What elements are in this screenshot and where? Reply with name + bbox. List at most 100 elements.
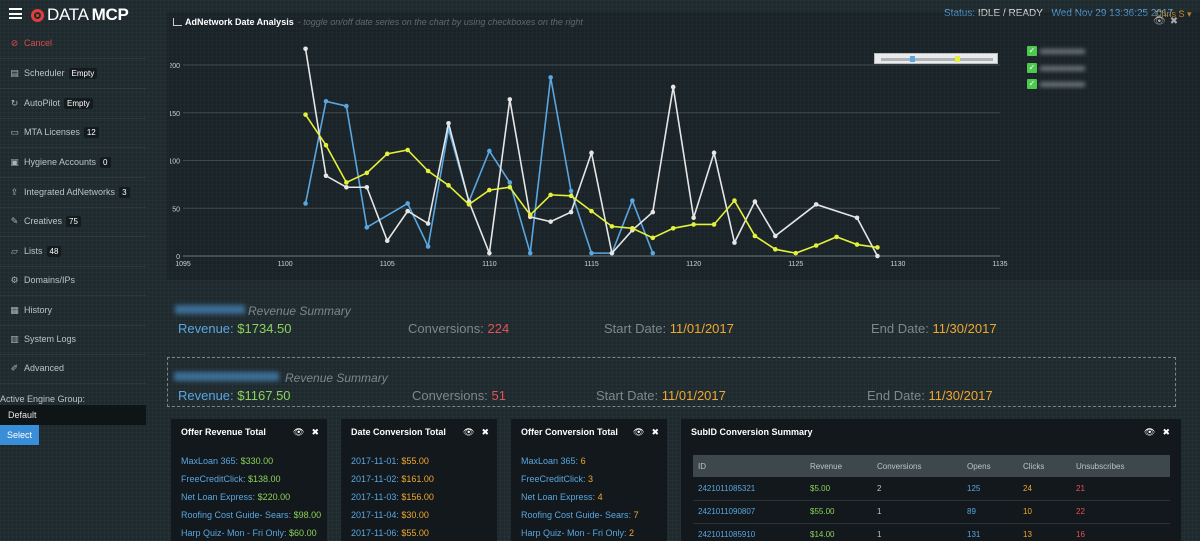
count-badge: 3: [119, 186, 130, 198]
list-item[interactable]: Roofing Cost Guide- Sears: 7: [521, 511, 639, 529]
summary-name-redacted: [174, 372, 279, 381]
list-item[interactable]: 2017-11-04: $30.00: [351, 511, 434, 529]
sidebar-item-cancel[interactable]: ⊘ Cancel: [9, 36, 52, 50]
list-item[interactable]: MaxLoan 365: $330.00: [181, 457, 321, 475]
list-item-label[interactable]: Net Loan Express: [521, 492, 593, 502]
eye-icon[interactable]: 👁: [463, 427, 475, 437]
sidebar-item-creatives[interactable]: ✎ Creatives 75: [9, 214, 81, 228]
column-header[interactable]: Revenue: [805, 455, 872, 477]
separator: :: [284, 528, 290, 538]
column-header[interactable]: Opens: [962, 455, 1018, 477]
checkbox-checked-icon[interactable]: ✓: [1027, 79, 1037, 90]
sidebar-item-history[interactable]: ▦ History: [9, 303, 52, 317]
list-item-label[interactable]: 2017-11-04: [351, 510, 397, 520]
list-item-label[interactable]: Roofing Cost Guide- Sears: [521, 510, 629, 520]
range-handle-start[interactable]: [910, 56, 915, 62]
status-value: IDLE / READY: [977, 8, 1043, 19]
list-item-label[interactable]: Harp Quiz- Mon - Fri Only: [521, 528, 625, 538]
table-cell[interactable]: 2421011085321: [693, 477, 805, 501]
list-item-label[interactable]: 2017-11-01: [351, 456, 397, 466]
column-header[interactable]: ID: [693, 455, 805, 477]
series-toggle-3[interactable]: ✓: [1027, 78, 1085, 90]
list-item-label[interactable]: Harp Quiz- Mon - Fri Only: [181, 528, 285, 538]
list-item[interactable]: Harp Quiz- Mon - Fri Only: $60.00: [181, 529, 321, 541]
column-header[interactable]: Unsubscribes: [1071, 455, 1170, 477]
data-point: [589, 150, 594, 156]
revenue-summary-2[interactable]: Revenue Summary Revenue: $1167.50 Conver…: [167, 357, 1176, 407]
chart-hint: - toggle on/off date series on the chart…: [297, 17, 583, 27]
list-item[interactable]: 2017-11-02: $161.00: [351, 475, 434, 493]
sidebar-item-lists[interactable]: ▱ Lists 48: [9, 244, 62, 258]
sidebar-item-hygiene-accounts[interactable]: ▣ Hygiene Accounts 0: [9, 155, 111, 169]
eye-icon[interactable]: 👁: [1144, 427, 1156, 437]
sidebar-item-system-logs[interactable]: ▥ System Logs: [9, 332, 76, 346]
list-item[interactable]: Roofing Cost Guide- Sears: $98.00: [181, 511, 321, 529]
user-menu[interactable]: Chris S ▾: [1155, 9, 1192, 19]
select-button[interactable]: Select: [0, 425, 39, 445]
list-item-label[interactable]: FreeCreditClick: [521, 474, 584, 484]
eye-icon[interactable]: 👁: [633, 427, 645, 437]
close-icon[interactable]: ✖: [311, 427, 319, 437]
list-item-label[interactable]: MaxLoan 365: [181, 456, 236, 466]
list-item-label[interactable]: Net Loan Express: [181, 492, 253, 502]
separator: :: [235, 456, 241, 466]
list-item[interactable]: FreeCreditClick: $138.00: [181, 475, 321, 493]
list-item[interactable]: Net Loan Express: 4: [521, 493, 639, 511]
list-item-label[interactable]: Roofing Cost Guide- Sears: [181, 510, 289, 520]
data-point: [527, 212, 533, 218]
eye-icon[interactable]: 👁: [1153, 16, 1166, 27]
checkbox-checked-icon[interactable]: ✓: [1027, 46, 1037, 57]
table-cell[interactable]: 2421011090807: [693, 500, 805, 524]
sidebar-item-scheduler[interactable]: ▤ Scheduler Empty: [9, 66, 98, 80]
list-item-label[interactable]: 2017-11-03: [351, 492, 397, 502]
table-row[interactable]: 2421011085321 $5.00 2 125 24 21: [693, 477, 1170, 501]
close-icon[interactable]: ✖: [1169, 16, 1179, 27]
series-toggle-1[interactable]: ✓: [1027, 45, 1085, 57]
list-item[interactable]: Net Loan Express: $220.00: [181, 493, 321, 511]
table-cell: 22: [1071, 500, 1170, 524]
sidebar-item-autopilot[interactable]: ↻ AutoPilot Empty: [9, 96, 93, 110]
engine-group-select[interactable]: Default: [0, 405, 146, 425]
table-row[interactable]: 2421011085910 $14.00 1 131 13 16: [693, 523, 1170, 541]
range-handle-end[interactable]: [955, 56, 960, 62]
sidebar-item-mta-licenses[interactable]: ▭ MTA Licenses 12: [9, 125, 99, 139]
list-item[interactable]: 2017-11-03: $156.00: [351, 493, 434, 511]
count-badge: Empty: [64, 97, 93, 109]
series-toggle-2[interactable]: ✓: [1027, 62, 1085, 74]
sidebar-item-domains-ips[interactable]: ⚙ Domains/IPs: [9, 273, 75, 287]
close-icon[interactable]: ✖: [1162, 427, 1170, 437]
list-item-label[interactable]: 2017-11-06: [351, 528, 397, 538]
data-point: [711, 150, 717, 156]
close-icon[interactable]: ✖: [651, 427, 659, 437]
sidebar-item-integrated-adnetworks[interactable]: ⇪ Integrated AdNetworks 3: [9, 185, 130, 199]
eye-icon[interactable]: 👁: [293, 427, 305, 437]
list-item-label[interactable]: MaxLoan 365: [521, 456, 576, 466]
license-icon: ▭: [10, 127, 19, 137]
sidebar-item-label: Domains/IPs: [24, 275, 76, 285]
history-icon: ▦: [10, 305, 19, 315]
table-row[interactable]: 2421011090807 $55.00 1 89 10 22: [693, 500, 1170, 524]
column-header[interactable]: Conversions: [872, 455, 962, 477]
range-slider[interactable]: [874, 53, 998, 64]
separator: :: [583, 474, 589, 484]
list-item[interactable]: 2017-11-06: $55.00: [351, 529, 434, 541]
close-icon[interactable]: ✖: [481, 427, 489, 437]
column-header[interactable]: Clicks: [1018, 455, 1071, 477]
list-item-label[interactable]: 2017-11-02: [351, 474, 397, 484]
checkbox-checked-icon[interactable]: ✓: [1027, 63, 1037, 74]
sidebar-item-advanced[interactable]: ✐ Advanced: [9, 361, 64, 375]
separator: :: [628, 510, 634, 520]
sidebar-divider: [0, 354, 146, 355]
list-item[interactable]: FreeCreditClick: 3: [521, 475, 639, 493]
sidebar-divider: [0, 325, 146, 326]
list-item[interactable]: MaxLoan 365: 6: [521, 457, 639, 475]
menu-icon[interactable]: [9, 8, 22, 19]
separator: :: [592, 492, 598, 502]
logo-mark-icon: [31, 8, 44, 22]
series-line-3: [304, 114, 878, 254]
list-item-label[interactable]: FreeCreditClick: [181, 474, 244, 484]
table-cell[interactable]: 2421011085910: [693, 523, 805, 541]
list-item[interactable]: Harp Quiz- Mon - Fri Only: 2: [521, 529, 639, 541]
data-point: [732, 240, 737, 245]
list-item[interactable]: 2017-11-01: $55.00: [351, 457, 434, 475]
